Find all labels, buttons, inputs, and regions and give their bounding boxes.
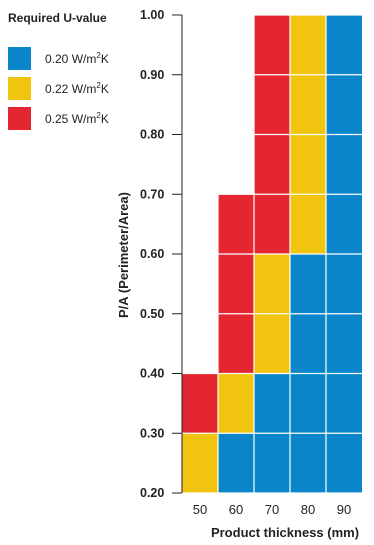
y-tick-label: 0.50 bbox=[140, 307, 164, 321]
legend: Required U-value 0.20 W/m2K 0.22 W/m2K 0.2… bbox=[8, 11, 109, 130]
x-tick-label: 60 bbox=[229, 502, 243, 517]
x-tick-label: 70 bbox=[265, 502, 279, 517]
legend-label-u025: 0.25 W/m2K bbox=[45, 111, 109, 126]
x-tick-label: 90 bbox=[337, 502, 351, 517]
legend-swatch-u020 bbox=[8, 47, 31, 70]
cell-60-1 bbox=[218, 373, 254, 434]
legend-swatch-u022 bbox=[8, 77, 31, 100]
y-tick-labels: 0.20 0.30 0.40 0.50 0.60 0.70 0.80 0.90 1.00 bbox=[140, 8, 164, 500]
y-tick-label: 0.20 bbox=[140, 486, 164, 500]
y-tick-label: 0.90 bbox=[140, 68, 164, 82]
y-tick-label: 0.80 bbox=[140, 128, 164, 142]
legend-swatch-u025 bbox=[8, 107, 31, 130]
legend-label-u020: 0.20 W/m2K bbox=[45, 51, 109, 66]
legend-title: Required U-value bbox=[8, 11, 107, 25]
cell-60-2 bbox=[218, 194, 254, 374]
y-tick-label: 0.30 bbox=[140, 426, 164, 440]
y-tick-label: 1.00 bbox=[140, 8, 164, 22]
x-tick-labels: 50 60 70 80 90 bbox=[193, 502, 351, 517]
cell-50-0 bbox=[182, 433, 218, 493]
x-tick-label: 80 bbox=[301, 502, 315, 517]
x-axis-title: Product thickness (mm) bbox=[211, 525, 359, 540]
cell-50-1 bbox=[182, 373, 218, 434]
cell-60-0 bbox=[218, 433, 254, 493]
y-tick-label: 0.60 bbox=[140, 247, 164, 261]
axes bbox=[172, 14, 183, 494]
y-tick-label: 0.70 bbox=[140, 187, 164, 201]
gridlines bbox=[182, 14, 362, 494]
x-tick-label: 50 bbox=[193, 502, 207, 517]
legend-label-u022: 0.22 W/m2K bbox=[45, 81, 109, 96]
y-axis-title: P/A (Perimeter/Area) bbox=[116, 192, 131, 318]
y-tick-label: 0.40 bbox=[140, 367, 164, 381]
